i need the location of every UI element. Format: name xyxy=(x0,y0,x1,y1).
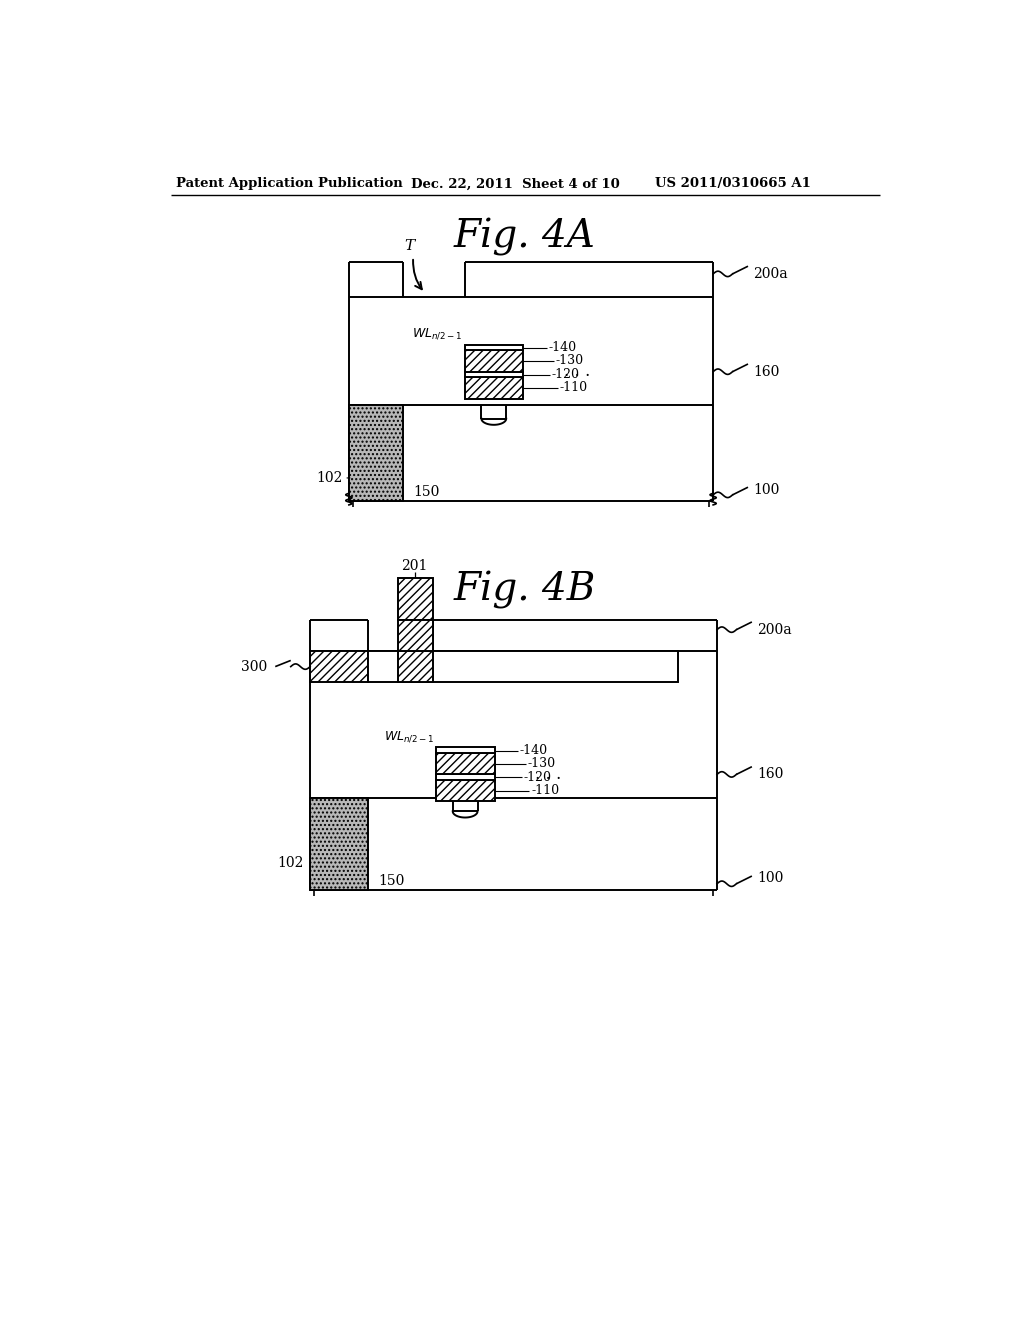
Text: Fig. 4A: Fig. 4A xyxy=(454,218,596,256)
Text: 200a: 200a xyxy=(758,623,792,636)
Text: -140: -140 xyxy=(548,342,577,354)
Text: 100: 100 xyxy=(754,483,780,496)
Bar xyxy=(465,372,523,378)
Bar xyxy=(436,780,495,801)
Text: 160: 160 xyxy=(758,767,783,781)
Bar xyxy=(397,578,432,620)
Text: 150: 150 xyxy=(378,874,404,887)
Bar xyxy=(349,405,403,502)
Text: -130: -130 xyxy=(556,354,584,367)
Text: T: T xyxy=(404,239,415,253)
Text: 201: 201 xyxy=(401,560,428,573)
Bar xyxy=(436,752,495,775)
Text: Dec. 22, 2011  Sheet 4 of 10: Dec. 22, 2011 Sheet 4 of 10 xyxy=(411,177,620,190)
Bar xyxy=(436,775,495,780)
Text: -110: -110 xyxy=(531,784,559,797)
Bar xyxy=(436,747,495,752)
Text: $WL_{n/2-1}$: $WL_{n/2-1}$ xyxy=(413,326,463,341)
Text: 150: 150 xyxy=(414,484,439,499)
Bar xyxy=(397,651,432,682)
Text: -120: -120 xyxy=(523,771,551,784)
Text: Fig. 4B: Fig. 4B xyxy=(454,570,596,609)
Text: -130: -130 xyxy=(527,758,555,770)
Text: 102: 102 xyxy=(316,471,343,484)
Bar xyxy=(465,350,523,372)
Text: $WL_{n/2-1}$: $WL_{n/2-1}$ xyxy=(384,730,434,744)
Bar xyxy=(310,651,369,682)
Bar xyxy=(397,620,432,651)
Text: -120: -120 xyxy=(552,368,580,381)
Text: -140: -140 xyxy=(519,744,548,758)
Text: -110: -110 xyxy=(560,381,588,395)
Bar xyxy=(465,378,523,399)
Text: 100: 100 xyxy=(758,871,783,886)
Text: US 2011/0310665 A1: US 2011/0310665 A1 xyxy=(655,177,811,190)
Text: 300: 300 xyxy=(242,660,267,673)
Text: 160: 160 xyxy=(754,364,780,379)
Bar xyxy=(465,345,523,350)
Text: 200a: 200a xyxy=(754,267,788,281)
Bar xyxy=(310,797,369,890)
Text: . . .: . . . xyxy=(563,363,590,380)
Text: Patent Application Publication: Patent Application Publication xyxy=(176,177,402,190)
Bar xyxy=(369,651,678,682)
Text: . . .: . . . xyxy=(535,766,561,783)
Text: 102: 102 xyxy=(278,855,304,870)
